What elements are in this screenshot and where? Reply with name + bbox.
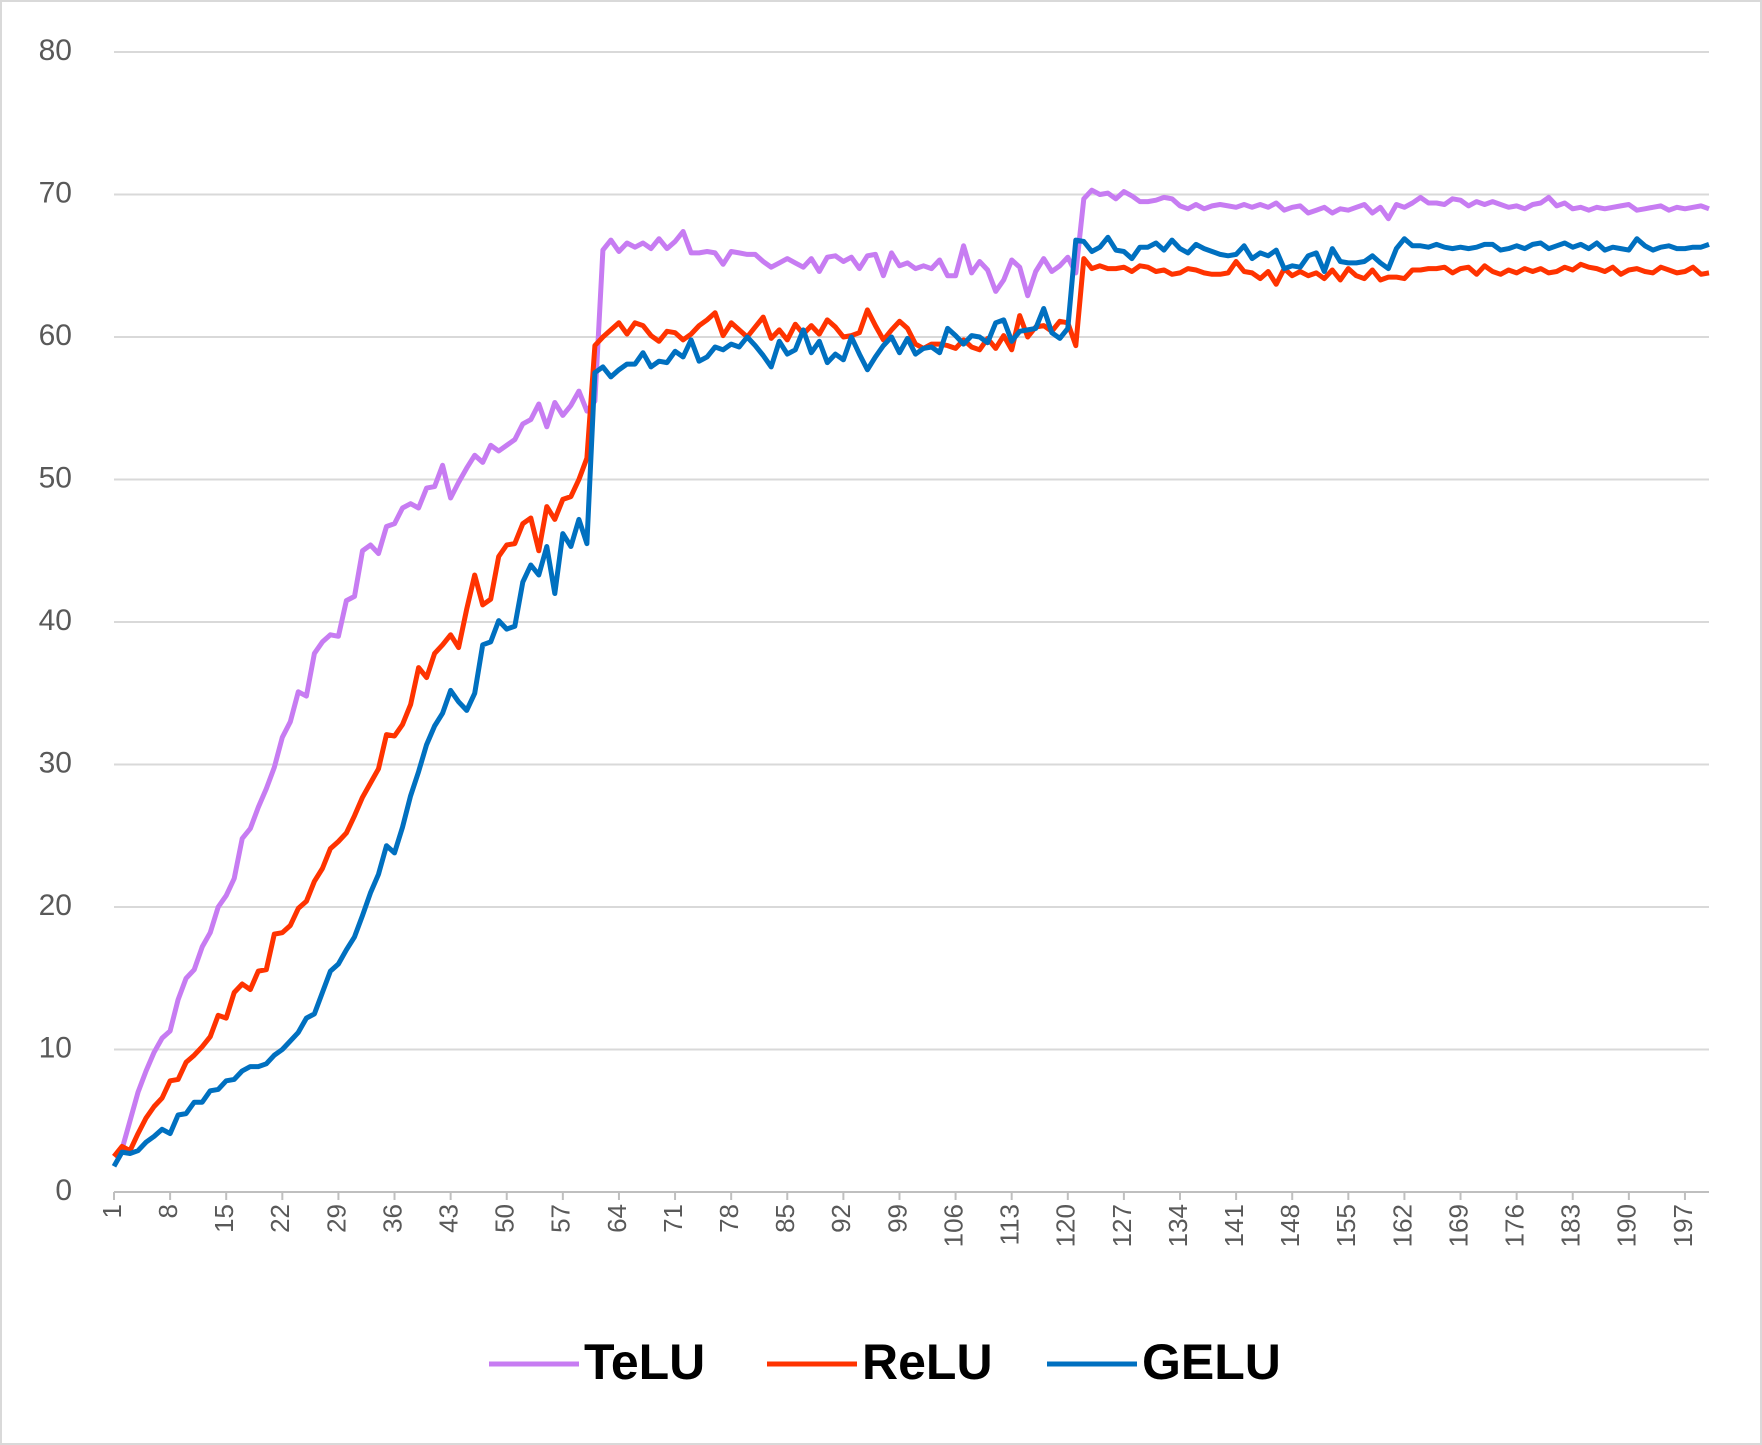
x-tick-label: 36 [377,1204,407,1233]
x-tick-label: 148 [1275,1204,1305,1247]
x-tick-label: 113 [995,1204,1025,1245]
x-tick-label: 1 [97,1204,127,1218]
legend-label: TeLU [584,1334,705,1390]
x-tick-label: 183 [1556,1204,1586,1247]
legend-label: GELU [1142,1334,1281,1390]
x-tick-label: 99 [882,1204,912,1233]
x-tick-label: 190 [1612,1204,1642,1247]
legend-label: ReLU [862,1334,993,1390]
x-tick-label: 71 [658,1204,688,1233]
x-tick-label: 127 [1107,1204,1137,1247]
x-tick-label: 22 [265,1204,295,1233]
x-tick-label: 120 [1051,1204,1081,1247]
x-tick-label: 15 [209,1204,239,1233]
y-tick-label: 70 [39,176,72,209]
x-tick-label: 8 [153,1204,183,1218]
x-tick-label: 155 [1331,1204,1361,1247]
x-tick-label: 169 [1443,1204,1473,1247]
x-tick-label: 106 [938,1204,968,1247]
y-tick-label: 10 [39,1031,72,1064]
x-tick-label: 141 [1219,1204,1249,1247]
y-tick-label: 20 [39,889,72,922]
x-tick-label: 43 [434,1204,464,1233]
x-tick-label: 57 [546,1204,576,1233]
series-line [112,187,1710,1159]
x-tick-label: 197 [1668,1204,1698,1247]
x-tick-label: 78 [714,1204,744,1233]
series-line [112,256,1710,1158]
y-tick-label: 0 [55,1174,72,1207]
x-tick-label: 162 [1387,1204,1417,1247]
y-tick-label: 40 [39,604,72,637]
y-tick-label: 50 [39,461,72,494]
x-tick-label: 85 [770,1204,800,1233]
series-line [111,234,1710,1168]
x-tick-label: 176 [1500,1204,1530,1247]
x-tick-label: 29 [321,1204,351,1233]
y-tick-label: 80 [39,34,72,67]
x-tick-label: 92 [826,1204,856,1233]
x-tick-label: 50 [490,1204,520,1233]
y-tick-label: 60 [39,319,72,352]
x-tick-label: 64 [602,1204,632,1233]
x-tick-label: 134 [1163,1204,1193,1247]
y-tick-label: 30 [39,746,72,779]
